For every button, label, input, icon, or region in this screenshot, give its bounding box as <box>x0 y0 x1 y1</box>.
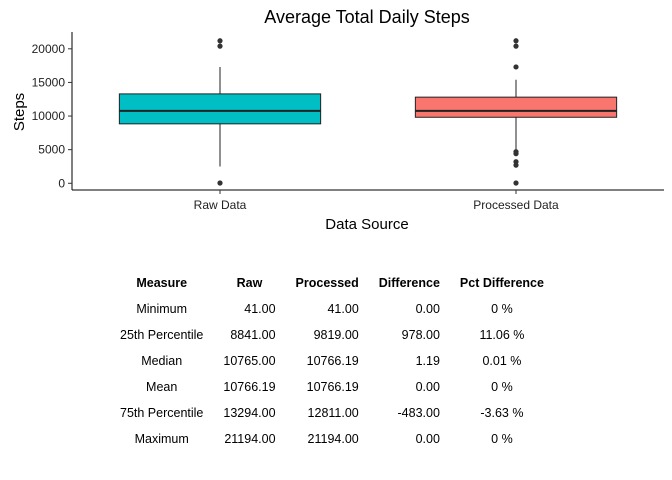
outlier-point <box>513 43 519 49</box>
cell-raw: 10765.00 <box>223 354 276 368</box>
chart-title: Average Total Daily Steps <box>264 7 469 27</box>
cell-pct-difference: 11.06 % <box>479 328 525 342</box>
header-raw: Raw <box>236 276 263 290</box>
cell-pct-difference: 0 % <box>491 302 513 316</box>
y-tick-label: 5000 <box>38 143 65 157</box>
header-pct-difference: Pct Difference <box>459 276 544 290</box>
cell-difference: -483.00 <box>397 406 440 420</box>
outlier-point <box>217 38 223 44</box>
cell-processed: 12811.00 <box>307 406 359 420</box>
cell-measure: Mean <box>146 380 178 394</box>
box <box>118 93 322 125</box>
table-header-row: Measure Raw Processed Difference Pct Dif… <box>110 270 554 296</box>
header-difference: Difference <box>378 276 440 290</box>
summary-table: Measure Raw Processed Difference Pct Dif… <box>110 270 554 452</box>
outlier-point <box>513 180 519 186</box>
cell-processed: 10766.19 <box>306 354 359 368</box>
cell-measure: 75th Percentile <box>120 406 204 420</box>
header-measure: Measure <box>136 276 188 290</box>
cell-processed: 10766.19 <box>306 380 359 394</box>
cell-raw: 13294.00 <box>223 406 276 420</box>
x-ticks: Raw Data Processed Data <box>194 190 559 212</box>
box <box>414 96 618 118</box>
outlier-point <box>217 43 223 49</box>
cell-difference: 1.19 <box>415 354 440 368</box>
cell-difference: 0.00 <box>415 302 440 316</box>
cell-processed: 9819.00 <box>313 328 359 342</box>
x-axis-title: Data Source <box>325 216 408 233</box>
y-axis-title: Steps <box>11 93 28 131</box>
outlier-point <box>513 149 519 155</box>
y-tick-label: 10000 <box>32 109 66 123</box>
header-processed: Processed <box>295 276 359 290</box>
outlier-point <box>513 38 519 44</box>
cell-measure: Maximum <box>134 432 189 446</box>
y-tick-label: 0 <box>58 176 65 190</box>
y-tick-label: 15000 <box>32 75 66 89</box>
cell-raw: 41.00 <box>244 302 276 316</box>
box-plot: Average Total Daily Steps Steps Data Sou… <box>11 7 664 233</box>
cell-measure: Minimum <box>136 302 188 316</box>
cell-difference: 0.00 <box>415 432 440 446</box>
table-row: 25th Percentile 8841.00 9819.00 978.00 1… <box>110 322 554 348</box>
outlier-point <box>513 159 519 165</box>
table-row: Mean 10766.19 10766.19 0.00 0 % <box>110 374 554 400</box>
cell-processed: 21194.00 <box>307 432 359 446</box>
cell-difference: 978.00 <box>401 328 440 342</box>
cell-raw: 8841.00 <box>230 328 276 342</box>
cell-raw: 21194.00 <box>224 432 276 446</box>
table-row: 75th Percentile 13294.00 12811.00 -483.0… <box>110 400 554 426</box>
x-tick-label: Raw Data <box>194 198 247 212</box>
cell-measure: 25th Percentile <box>120 328 204 342</box>
outlier-point <box>513 64 519 70</box>
cell-processed: 41.00 <box>327 302 359 316</box>
cell-measure: Median <box>141 354 183 368</box>
cell-pct-difference: -3.63 % <box>480 406 524 420</box>
cell-pct-difference: 0 % <box>491 380 513 394</box>
box-group <box>414 38 618 186</box>
y-tick-label: 20000 <box>32 42 66 56</box>
outlier-point <box>217 180 223 186</box>
box-group <box>118 38 322 186</box>
table-row: Maximum 21194.00 21194.00 0.00 0 % <box>110 426 554 452</box>
cell-pct-difference: 0.01 % <box>482 354 522 368</box>
table-row: Median 10765.00 10766.19 1.19 0.01 % <box>110 348 554 374</box>
cell-raw: 10766.19 <box>223 380 276 394</box>
y-ticks: 0 5000 10000 15000 20000 <box>32 42 72 190</box>
cell-pct-difference: 0 % <box>491 432 513 446</box>
table-row: Minimum 41.00 41.00 0.00 0 % <box>110 296 554 322</box>
cell-difference: 0.00 <box>415 380 440 394</box>
x-tick-label: Processed Data <box>473 198 559 212</box>
boxes <box>118 38 618 186</box>
